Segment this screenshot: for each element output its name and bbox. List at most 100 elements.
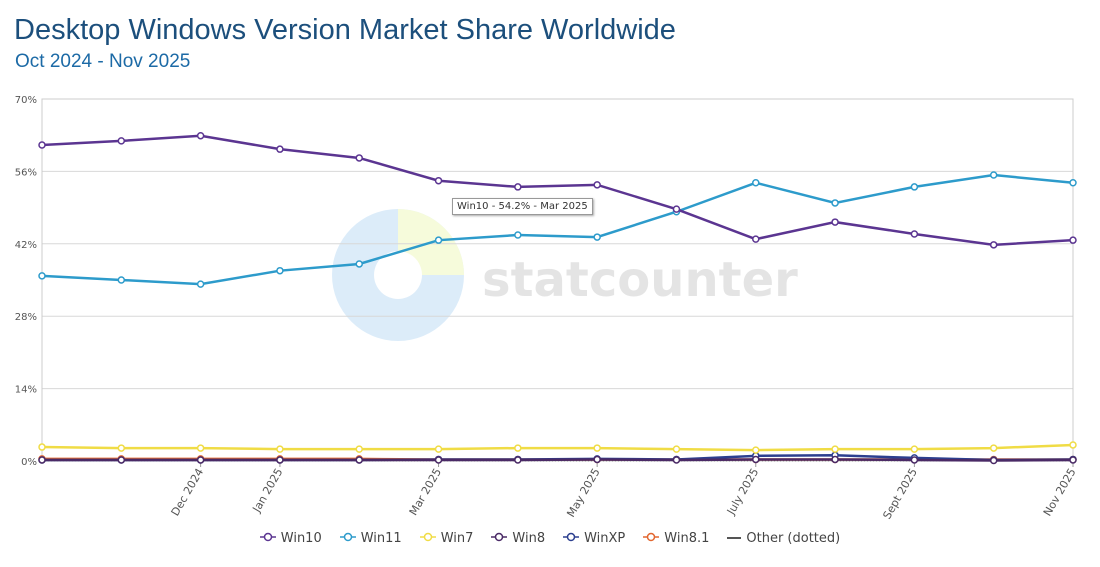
watermark-text: statcounter [482,252,798,308]
data-point [276,445,284,453]
legend-item[interactable]: Win8.1 [643,531,709,546]
circle-marker-icon [563,531,580,546]
legend-item[interactable]: WinXP [563,531,625,546]
data-point [196,444,205,452]
legend-label: Win8.1 [664,531,710,546]
series-win11 [38,171,1077,288]
watermark-logo-hole [374,251,422,299]
data-point [38,141,46,149]
data-point [117,276,126,284]
data-point [593,181,601,189]
data-point [276,145,284,153]
data-point [434,445,443,453]
data-point [752,235,760,243]
data-point [1069,456,1077,464]
data-point [831,218,839,226]
data-point [910,183,919,191]
data-point [434,236,443,244]
data-point [1069,236,1077,244]
data-point [514,183,522,191]
circle-marker-icon [643,531,660,546]
plot-border [41,98,1074,462]
series-win10 [38,131,1077,249]
data-point [434,456,443,464]
data-point [1069,179,1077,187]
data-point [672,456,681,464]
legend-label: WinXP [584,531,626,546]
data-point [355,260,363,268]
series-win8 [38,455,1077,465]
x-tick-label: Sept 2025 [880,466,920,521]
legend-item[interactable]: Other (dotted) [727,531,840,546]
data-point [117,137,126,145]
data-point [38,272,46,280]
circle-marker-icon [259,531,276,546]
data-point [989,456,998,465]
data-point [910,456,919,464]
data-point [355,154,363,162]
data-point [38,456,46,464]
legend-label: Other (dotted) [746,531,841,546]
y-tick-label: 0% [21,457,37,468]
legend-label: Win11 [360,531,402,546]
legend-item[interactable]: Win7 [419,531,474,546]
y-tick-label: 42% [15,240,37,251]
data-point [752,446,760,454]
data-point [752,455,760,464]
data-point [117,456,126,464]
y-tick-label: 28% [15,312,37,323]
data-point [38,443,46,451]
legend-item[interactable]: Win10 [259,531,322,546]
y-tick-label: 56% [15,167,37,178]
data-point [276,456,284,464]
chart-subtitle: Oct 2024 - Nov 2025 [15,51,191,72]
data-point [276,266,284,275]
series-line [41,134,1074,247]
data-point [831,445,839,453]
legend: Win10 Win11 Win7 Win8 WinXP Win8.1 Other (dott… [0,531,1100,546]
x-tick-label: Jan 2025 [250,466,286,515]
data-point [514,231,522,239]
series-line [41,443,1074,452]
tooltip: Win10 - 54.2% - Mar 2025 [452,198,593,215]
legend-item[interactable]: Win8 [491,531,545,546]
x-tick-label: May 2025 [564,466,602,519]
data-point [593,455,601,464]
x-tick-label: Dec 2024 [169,466,207,518]
data-point [989,171,998,179]
data-point [752,179,760,187]
x-tick-label: Mar 2025 [407,466,444,518]
series-line [42,458,1074,462]
data-point [831,199,839,207]
data-point [831,455,839,464]
data-point [672,445,681,453]
legend-label: Win10 [280,531,322,546]
circle-marker-icon [339,531,356,546]
y-tick-label: 14% [15,385,37,396]
data-point [910,445,919,453]
data-point [196,456,205,464]
data-point [989,241,998,249]
data-point [989,444,998,452]
legend-label: Win8 [512,531,546,546]
circle-marker-icon [491,531,508,546]
legend-label: Win7 [440,531,474,546]
data-point [672,205,681,213]
line-icon [727,531,742,546]
x-tick-label: July 2025 [724,466,761,518]
circle-marker-icon [419,531,436,546]
data-point [593,233,601,241]
data-point [514,444,522,452]
data-point [593,444,601,452]
chart-title: Desktop Windows Version Market Share Wor… [14,14,676,46]
data-point [117,444,126,452]
data-point [1069,441,1077,449]
data-point [196,280,205,288]
data-point [434,176,443,185]
series-line [41,173,1074,286]
legend-item[interactable]: Win11 [339,531,402,546]
series-win7 [38,441,1077,454]
y-tick-label: 70% [15,95,37,106]
data-point [196,131,205,140]
